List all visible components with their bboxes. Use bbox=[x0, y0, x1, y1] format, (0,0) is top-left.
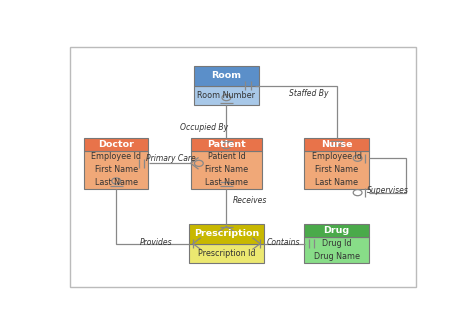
Text: Drug: Drug bbox=[324, 226, 350, 235]
Bar bbox=[189, 224, 264, 244]
Text: Provides: Provides bbox=[140, 238, 173, 247]
Bar bbox=[304, 224, 369, 237]
Bar bbox=[189, 244, 264, 263]
Text: Prescription Id: Prescription Id bbox=[198, 249, 255, 258]
Bar bbox=[194, 66, 258, 86]
Text: Drug Id: Drug Id bbox=[322, 239, 351, 248]
Text: Prescription: Prescription bbox=[194, 229, 259, 238]
Text: First Name: First Name bbox=[315, 165, 358, 174]
Text: Staffed By: Staffed By bbox=[289, 89, 329, 98]
Text: Last Name: Last Name bbox=[205, 178, 248, 187]
Text: Doctor: Doctor bbox=[98, 140, 134, 149]
Text: Drug Name: Drug Name bbox=[314, 252, 360, 261]
Text: Room: Room bbox=[211, 71, 241, 80]
Bar bbox=[304, 138, 369, 151]
Text: First Name: First Name bbox=[95, 165, 138, 174]
Text: Patient: Patient bbox=[207, 140, 246, 149]
Text: Nurse: Nurse bbox=[321, 140, 352, 149]
Bar bbox=[304, 237, 369, 263]
Text: Patient Id: Patient Id bbox=[208, 153, 245, 162]
Text: Receives: Receives bbox=[233, 196, 267, 205]
Text: Last Name: Last Name bbox=[315, 178, 358, 187]
Bar bbox=[84, 138, 148, 151]
Text: Room Number: Room Number bbox=[197, 91, 255, 100]
Text: Contains: Contains bbox=[266, 238, 300, 247]
Text: Employee Id: Employee Id bbox=[311, 153, 362, 162]
Text: Last Name: Last Name bbox=[95, 178, 137, 187]
Text: First Name: First Name bbox=[205, 165, 248, 174]
Bar bbox=[194, 86, 258, 105]
Bar bbox=[191, 151, 262, 189]
Bar bbox=[304, 151, 369, 189]
Text: Primary Care: Primary Care bbox=[146, 154, 196, 163]
Bar bbox=[191, 138, 262, 151]
Text: Employee Id: Employee Id bbox=[91, 153, 141, 162]
Text: Occupied By: Occupied By bbox=[180, 123, 228, 132]
Bar bbox=[84, 151, 148, 189]
Text: Supervises: Supervises bbox=[367, 186, 409, 195]
